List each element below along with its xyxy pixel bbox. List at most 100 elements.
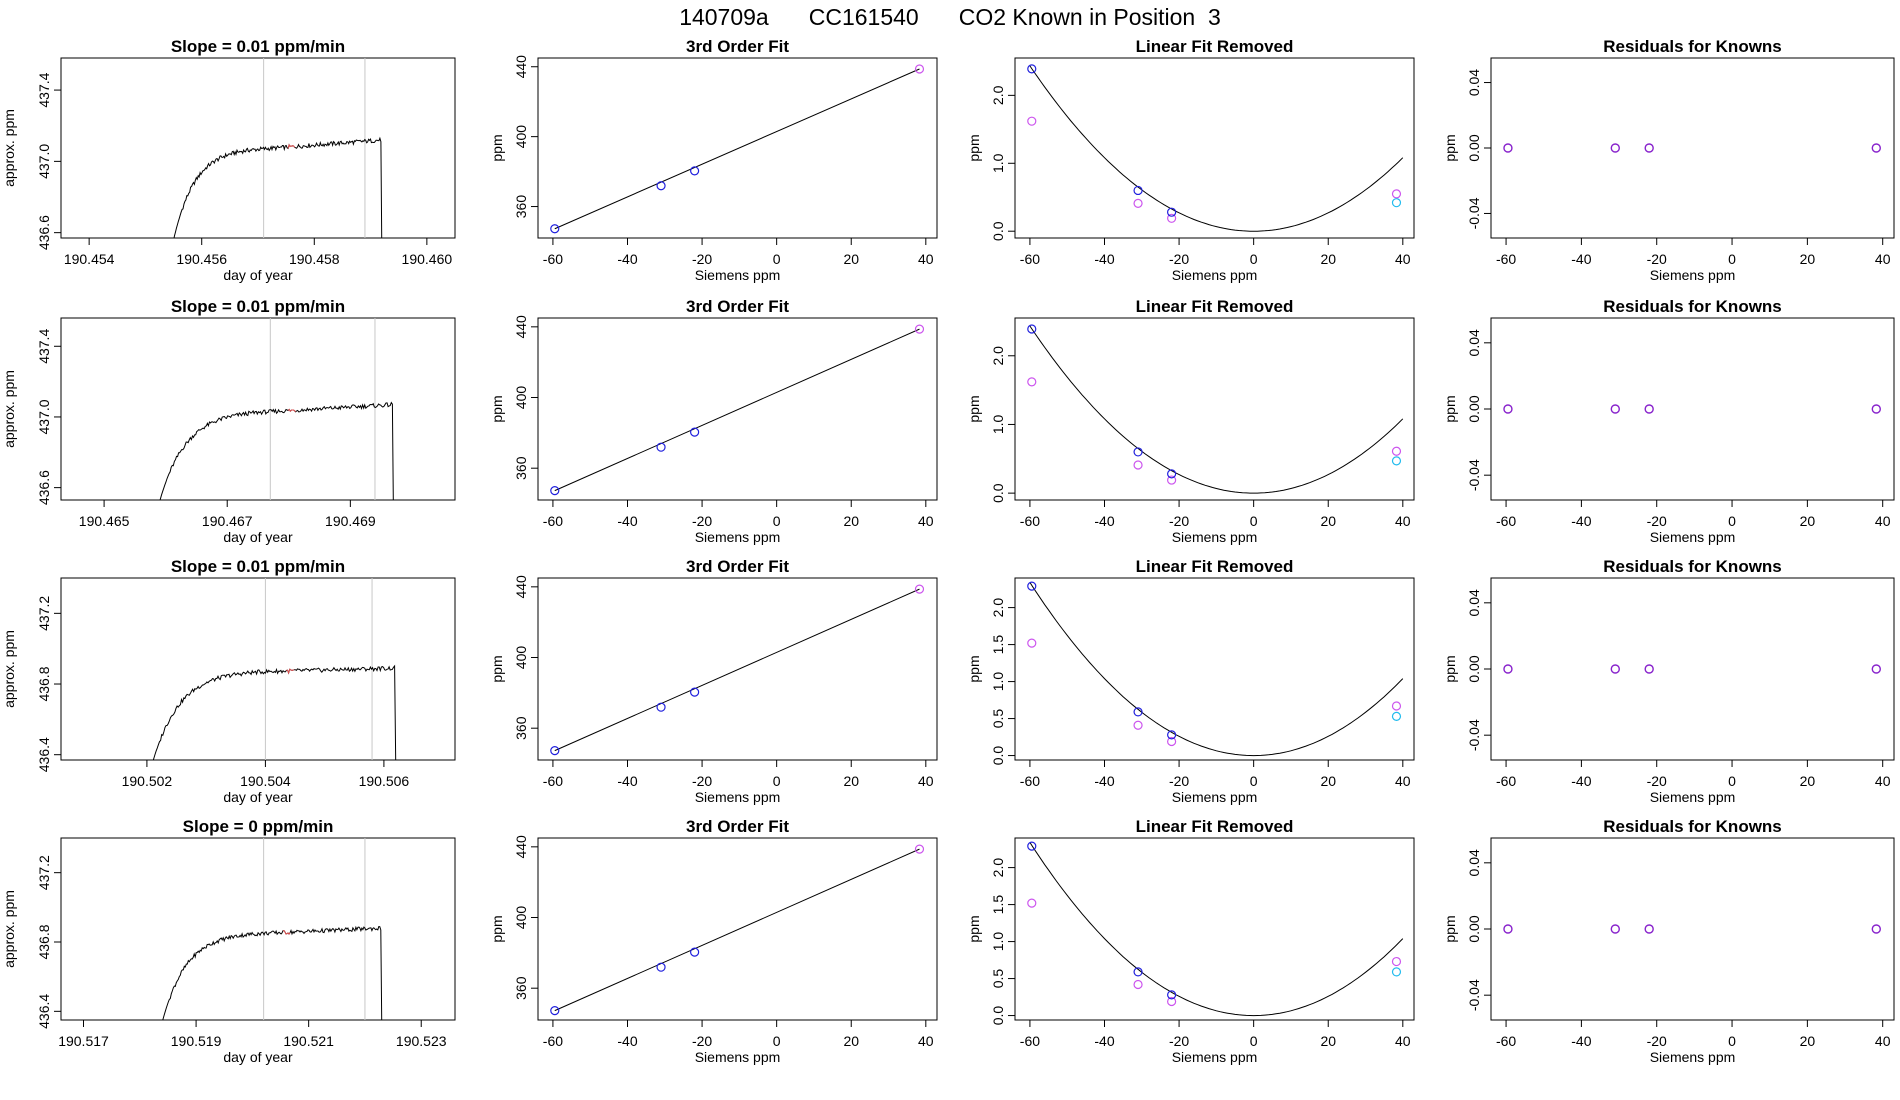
data-point-blue (1027, 841, 1037, 851)
x-tick-label: 20 (1320, 773, 1336, 789)
x-tick-label: -40 (617, 1033, 637, 1049)
x-tick-label: 20 (1320, 513, 1336, 529)
y-tick-label: -0.04 (1466, 979, 1482, 1011)
data-point-blue (1133, 707, 1143, 717)
x-axis-label: day of year (223, 789, 293, 805)
chart-title: Residuals for Knowns (1603, 817, 1782, 836)
x-tick-label: -40 (1571, 1033, 1591, 1049)
plot-frame (60, 317, 456, 501)
fit-line (554, 848, 920, 1012)
x-tick-label: 40 (1395, 251, 1411, 267)
y-tick-label: -0.04 (1466, 197, 1482, 229)
panel-linear-removed-row2: Linear Fit Removed -60 -40 -20 0 20 40 0.0 1.0 2.… (966, 297, 1415, 545)
y-axis-label: ppm (489, 655, 505, 682)
y-tick-label: 436.8 (36, 924, 52, 959)
y-tick-label: 440 (513, 55, 529, 79)
data-point-blue (1167, 469, 1177, 479)
y-tick-label: 436.4 (36, 994, 52, 1029)
residual-point (1644, 404, 1654, 414)
x-tick-label: 40 (918, 251, 934, 267)
y-tick-label: 0.00 (1466, 395, 1482, 422)
y-axis-label: ppm (1442, 655, 1458, 682)
chart-title: Linear Fit Removed (1136, 297, 1294, 316)
page-title-description: CO2 Known in Position 3 (958, 4, 1221, 30)
y-axis-label: ppm (966, 915, 982, 942)
y-tick-label: 2.0 (990, 598, 1006, 618)
residual-point (1644, 664, 1654, 674)
x-tick-label: -60 (1020, 773, 1040, 789)
data-point-magenta (1391, 701, 1402, 711)
y-tick-label: 0.0 (990, 483, 1006, 503)
data-point (690, 166, 700, 176)
plot-frame (1490, 57, 1895, 239)
y-tick-label: 0.0 (990, 221, 1006, 241)
x-tick-label: 190.519 (171, 1033, 222, 1049)
y-tick-label: 437.2 (36, 596, 52, 631)
data-point-magenta (1133, 460, 1143, 470)
residual-point (1503, 664, 1513, 674)
x-tick-label: 20 (1800, 251, 1816, 267)
x-tick-label: -40 (617, 251, 637, 267)
data-point (550, 1006, 560, 1016)
x-tick-label: -60 (1496, 773, 1516, 789)
x-tick-label: 190.521 (283, 1033, 334, 1049)
x-tick-label: -20 (1647, 251, 1667, 267)
data-point-cyan (1391, 456, 1402, 466)
data-point (656, 702, 666, 712)
x-tick-label: -20 (1169, 513, 1189, 529)
plot-frame (1014, 57, 1415, 239)
residual-point (1610, 404, 1620, 414)
x-axis-label: Siemens ppm (1650, 529, 1736, 545)
data-point (656, 962, 666, 972)
data-point-blue (1167, 990, 1177, 1000)
data-point (550, 224, 560, 234)
x-tick-label: -20 (692, 251, 712, 267)
plot-area (1503, 404, 1881, 414)
plot-area (159, 318, 394, 500)
y-tick-label: 0.00 (1466, 134, 1482, 161)
x-axis-label: Siemens ppm (695, 1049, 781, 1065)
x-tick-label: 20 (1320, 1033, 1336, 1049)
plot-area (550, 64, 925, 234)
y-axis-label: ppm (489, 395, 505, 422)
page-title-cylinder-id: CC161540 (808, 4, 919, 30)
y-axis-label: ppm (966, 134, 982, 161)
x-tick-label: 40 (1875, 1033, 1891, 1049)
plot-area (1027, 841, 1404, 1017)
x-tick-label: 40 (1395, 773, 1411, 789)
time-series-highlight (286, 668, 295, 675)
residual-point (1871, 924, 1881, 934)
x-tick-label: 190.517 (58, 1033, 109, 1049)
panel-linear-removed-row1: Linear Fit Removed -60 -40 -20 0 20 40 0.0 1.0 2.… (966, 37, 1415, 283)
x-axis-label: Siemens ppm (1650, 789, 1736, 805)
data-point-cyan (1391, 198, 1402, 208)
x-tick-label: -20 (692, 513, 712, 529)
y-tick-label: 1.0 (990, 415, 1006, 435)
y-tick-label: 440 (513, 315, 529, 339)
chart-title: Slope = 0.01 ppm/min (171, 37, 345, 56)
panel-residuals-row1: Residuals for Knowns -60 -40 -20 0 20 40 -0.04 0… (1442, 37, 1895, 283)
data-point (656, 181, 666, 191)
plot-frame (1490, 577, 1895, 761)
x-tick-label: -40 (1094, 1033, 1114, 1049)
x-axis-label: Siemens ppm (1172, 267, 1258, 283)
x-tick-label: -40 (1094, 773, 1114, 789)
y-tick-label: 440 (513, 575, 529, 599)
data-point (690, 427, 700, 437)
x-tick-label: 20 (1320, 251, 1336, 267)
data-point-magenta (1167, 996, 1177, 1007)
y-axis-label: ppm (966, 395, 982, 422)
data-point-magenta (1391, 189, 1402, 199)
panel-time-series-row2: Slope = 0.01 ppm/min 190.465 190.467 190.46… (1, 297, 456, 545)
plot-area (1027, 581, 1404, 757)
panel-fit-row4: 3rd Order Fit -60 -40 -20 0 20 40 360 400 440 Siem… (489, 817, 938, 1065)
y-tick-label: 0.5 (990, 969, 1006, 989)
x-tick-label: -40 (1571, 513, 1591, 529)
x-tick-label: 190.456 (176, 251, 227, 267)
residual-point (1644, 143, 1654, 153)
x-tick-label: -60 (543, 773, 563, 789)
data-point (914, 584, 925, 594)
data-point (690, 687, 700, 697)
y-tick-label: 0.04 (1466, 69, 1482, 96)
